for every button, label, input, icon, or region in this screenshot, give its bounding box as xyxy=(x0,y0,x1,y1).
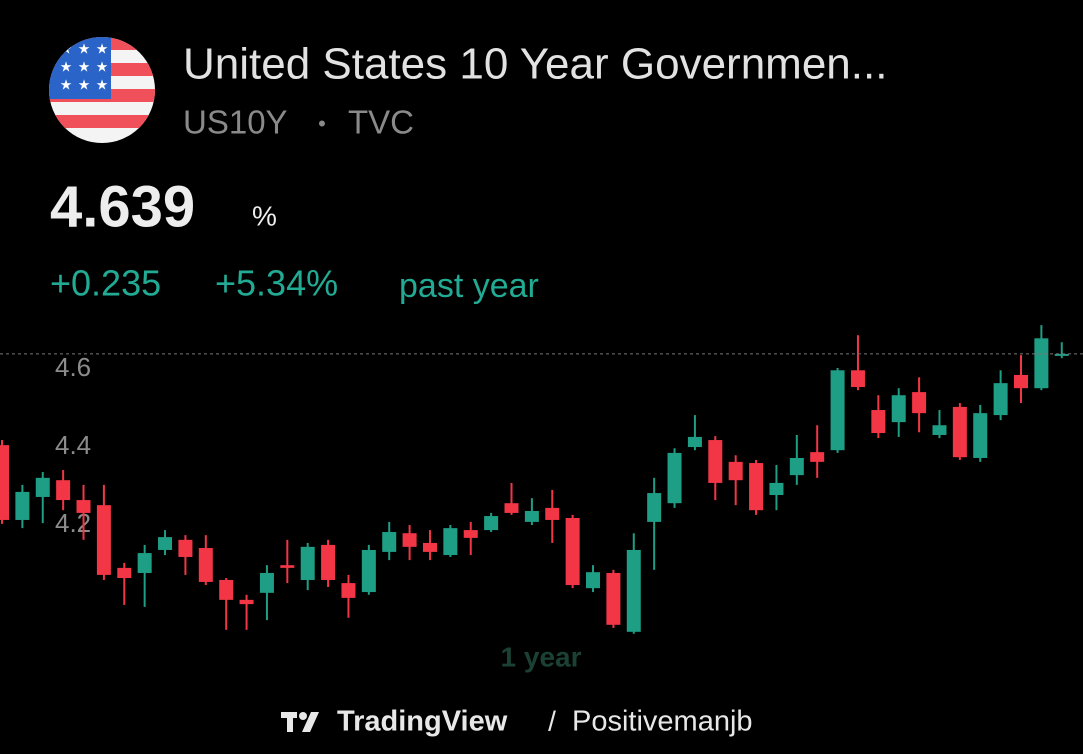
svg-text:★: ★ xyxy=(60,59,73,75)
svg-text:★: ★ xyxy=(96,77,109,93)
candle-body xyxy=(912,392,927,414)
candle-body xyxy=(137,553,152,573)
price-unit: % xyxy=(252,200,277,231)
candle-body xyxy=(504,503,519,513)
candle-body xyxy=(35,477,50,497)
tradingview-logo xyxy=(281,712,319,732)
candle-body xyxy=(402,533,417,547)
candle-body xyxy=(300,546,315,580)
candle-body xyxy=(932,425,947,435)
candle-body xyxy=(321,544,336,580)
candle-body xyxy=(647,493,662,522)
candle-body xyxy=(76,500,91,513)
change: +0.235 xyxy=(50,263,161,304)
candle-body xyxy=(810,452,825,462)
candle-body xyxy=(280,565,295,568)
range-label[interactable]: 1 year xyxy=(501,641,582,672)
candle-body xyxy=(708,440,723,483)
svg-text:★: ★ xyxy=(60,41,73,57)
y-tick-label: 4.4 xyxy=(55,430,91,460)
candle-body xyxy=(626,549,641,632)
candle-body xyxy=(219,579,234,600)
candle-body xyxy=(789,457,804,476)
footer-separator: / xyxy=(548,705,556,736)
change-percent: +5.34% xyxy=(215,263,338,304)
candle-body xyxy=(361,549,376,593)
candle-body xyxy=(830,370,845,451)
author: Positivemanjb xyxy=(572,706,753,738)
candle-body xyxy=(56,480,71,501)
period: past year xyxy=(399,267,539,305)
candle-body xyxy=(952,406,967,458)
candle-body xyxy=(484,516,499,531)
candle-body xyxy=(1054,353,1069,356)
candle-body xyxy=(871,410,886,434)
svg-text:★: ★ xyxy=(78,77,91,93)
candle-body xyxy=(341,583,356,598)
candle-body xyxy=(158,537,173,550)
title: United States 10 Year Governmen... xyxy=(183,40,887,89)
svg-text:★: ★ xyxy=(78,59,91,75)
flag-icon: ★ ★ ★ ★ ★ ★ ★ ★ ★ xyxy=(49,37,155,143)
candle-body xyxy=(15,491,30,520)
exchange: TVC xyxy=(348,104,414,141)
candle-body xyxy=(565,518,580,586)
candle-body xyxy=(443,528,458,556)
candle-body xyxy=(891,395,906,423)
price: 4.639 xyxy=(50,174,195,239)
candle-body xyxy=(96,505,111,575)
candle-body xyxy=(1014,374,1028,389)
candle-body xyxy=(973,413,988,458)
svg-text:★: ★ xyxy=(60,77,73,93)
candle-body xyxy=(239,599,254,605)
candle-body xyxy=(422,542,437,552)
candle-body xyxy=(667,452,682,504)
candle-body xyxy=(117,567,132,579)
candle-body xyxy=(0,445,9,520)
candle-body xyxy=(1034,338,1049,389)
candle-body xyxy=(687,436,702,448)
candle-body xyxy=(728,461,743,481)
candle-body xyxy=(178,539,193,557)
candle-body xyxy=(382,532,397,552)
candle-body xyxy=(850,370,865,388)
svg-text:★: ★ xyxy=(78,41,91,57)
separator: • xyxy=(318,111,326,136)
svg-text:★: ★ xyxy=(96,41,109,57)
symbol: US10Y xyxy=(183,104,288,141)
y-tick-label: 4.6 xyxy=(55,352,91,382)
brand: TradingView xyxy=(337,706,508,738)
candle-body xyxy=(749,463,764,511)
svg-text:★: ★ xyxy=(96,59,109,75)
candle-body xyxy=(524,510,539,522)
candle-body xyxy=(769,482,784,496)
candle-body xyxy=(545,507,560,520)
candle-body xyxy=(586,572,601,589)
chart: 4.24.44.6 xyxy=(0,325,1083,634)
candle-body xyxy=(606,572,621,625)
candle-body xyxy=(259,572,274,593)
candle-body xyxy=(993,383,1008,416)
candle-body xyxy=(198,548,213,582)
candle-body xyxy=(463,530,478,538)
